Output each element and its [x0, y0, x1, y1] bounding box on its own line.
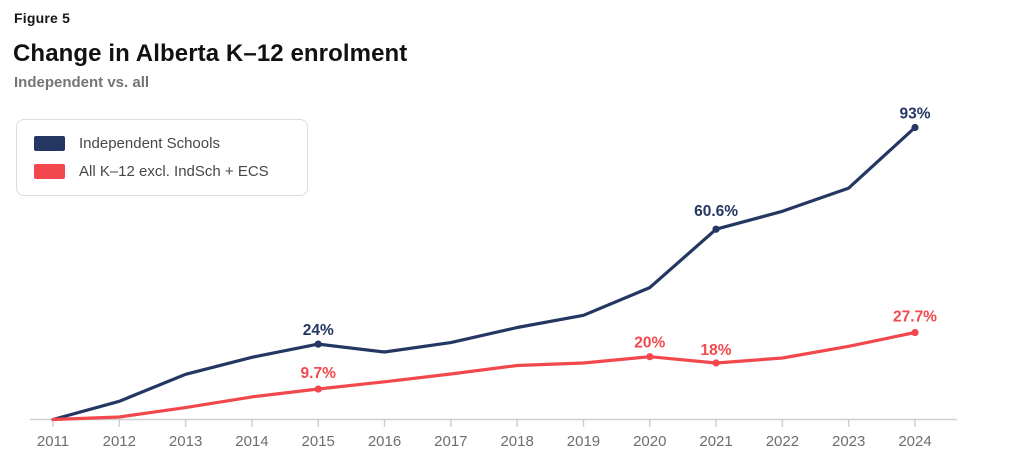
legend: Independent Schools All K–12 excl. IndSc…	[16, 119, 308, 196]
x-axis-label-2019: 2019	[567, 433, 600, 450]
legend-item-all-k12: All K–12 excl. IndSch + ECS	[34, 163, 290, 180]
data-label-2024-s0: 93%	[899, 106, 930, 123]
data-point-2015-s1	[314, 385, 322, 393]
legend-label-independent-schools: Independent Schools	[79, 135, 220, 152]
series-line-all-k12	[51, 330, 917, 422]
legend-label-all-k12: All K–12 excl. IndSch + ECS	[79, 163, 269, 180]
x-axis-label-2012: 2012	[103, 433, 136, 450]
x-axis-label-2024: 2024	[898, 433, 931, 450]
x-axis-label-2021: 2021	[699, 433, 732, 450]
x-axis-label-2013: 2013	[169, 433, 202, 450]
data-label-2021-s1: 18%	[701, 342, 732, 359]
x-axis-label-2018: 2018	[500, 433, 533, 450]
legend-swatch-independent-schools	[34, 136, 65, 151]
figure-label: Figure 5	[14, 10, 71, 26]
x-axis-label-2022: 2022	[766, 433, 799, 450]
data-label-2020-s1: 20%	[634, 335, 665, 352]
data-point-2020-s1	[646, 353, 654, 361]
chart-header: Figure 5 Change in Alberta K–12 enrolmen…	[13, 10, 408, 91]
chart-subtitle: Independent vs. all	[14, 74, 150, 91]
data-label-2015-s1: 9.7%	[301, 365, 337, 382]
x-axis-label-2014: 2014	[235, 433, 268, 450]
x-axis-label-2016: 2016	[368, 433, 401, 450]
data-point-2024-s0	[911, 123, 919, 132]
x-axis-label-2017: 2017	[434, 433, 467, 450]
data-label-2015-s0: 24%	[303, 322, 334, 339]
data-point-2024-s1	[911, 328, 919, 337]
data-point-2021-s1	[712, 359, 720, 367]
data-label-2021-s0: 60.6%	[694, 203, 738, 220]
legend-item-independent-schools: Independent Schools	[34, 135, 290, 152]
x-axis-label-2015: 2015	[302, 433, 335, 450]
data-point-2021-s0	[712, 225, 720, 233]
x-axis-label-2020: 2020	[633, 433, 666, 450]
x-axis-label-2023: 2023	[832, 433, 865, 450]
data-label-2024-s1: 27.7%	[893, 309, 937, 326]
page-title: Change in Alberta K–12 enrolment	[13, 40, 408, 67]
series-line-independent-schools	[51, 125, 917, 422]
x-axis-label-2011: 2011	[37, 433, 69, 450]
legend-swatch-all-k12	[34, 164, 65, 179]
data-point-2015-s0	[314, 340, 322, 348]
